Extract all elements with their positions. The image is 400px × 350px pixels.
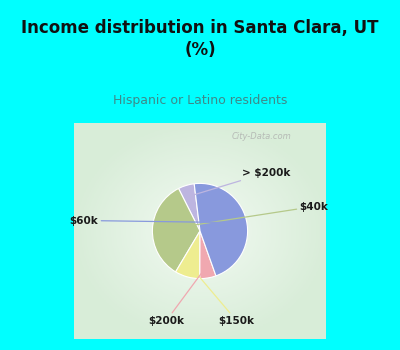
Wedge shape — [152, 189, 200, 272]
Text: City-Data.com: City-Data.com — [232, 132, 292, 141]
Wedge shape — [194, 183, 248, 276]
Wedge shape — [178, 184, 200, 231]
Text: $40k: $40k — [164, 202, 328, 230]
Text: $60k: $60k — [70, 216, 236, 225]
Wedge shape — [200, 231, 216, 279]
Text: > $200k: > $200k — [190, 168, 290, 196]
Wedge shape — [176, 231, 200, 279]
Text: Hispanic or Latino residents: Hispanic or Latino residents — [113, 94, 287, 107]
Text: Income distribution in Santa Clara, UT
(%): Income distribution in Santa Clara, UT (… — [21, 19, 379, 59]
Text: $200k: $200k — [148, 267, 206, 326]
Text: $150k: $150k — [190, 266, 254, 326]
